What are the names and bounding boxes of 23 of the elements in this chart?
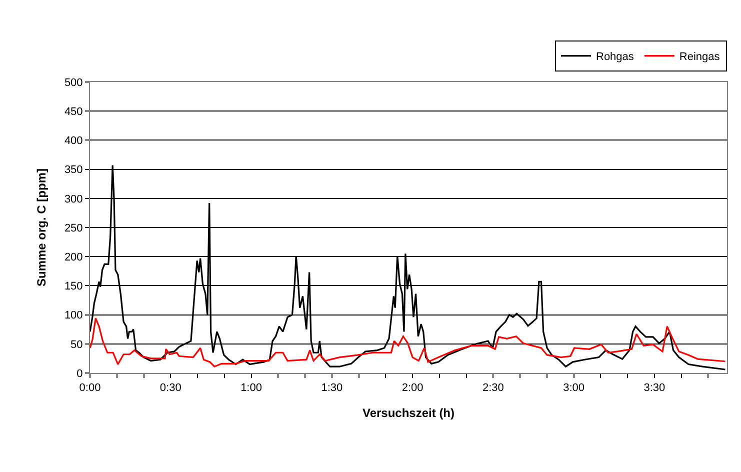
x-axis-title: Versuchszeit (h) (362, 406, 455, 420)
legend-label: Reingas (679, 51, 720, 64)
y-axis-title: Summe org. C [ppm] (34, 168, 49, 287)
x-tick-label: 2:30 (482, 382, 504, 394)
y-tick-label: 500 (64, 76, 83, 89)
x-tick-label: 3:30 (644, 382, 666, 394)
y-tick-label: 50 (70, 338, 83, 351)
y-tick-label: 150 (64, 280, 83, 293)
y-tick-label: 250 (64, 222, 83, 234)
y-tick-label: 100 (64, 310, 83, 322)
y-tick-label: 200 (64, 251, 83, 264)
legend-label: Rohgas (596, 51, 634, 64)
y-tick-label: 300 (64, 193, 83, 206)
x-tick-label: 0:00 (79, 382, 101, 394)
y-tick-label: 350 (64, 164, 83, 176)
y-tick-label: 0 (76, 368, 83, 380)
x-tick-label: 2:00 (402, 382, 424, 394)
x-tick-label: 3:00 (563, 382, 585, 394)
y-tick-label: 400 (64, 135, 83, 148)
x-tick-label: 0:30 (160, 382, 182, 394)
y-tick-label: 450 (64, 106, 83, 118)
x-tick-label: 1:30 (321, 382, 343, 394)
x-tick-label: 1:00 (240, 382, 262, 394)
